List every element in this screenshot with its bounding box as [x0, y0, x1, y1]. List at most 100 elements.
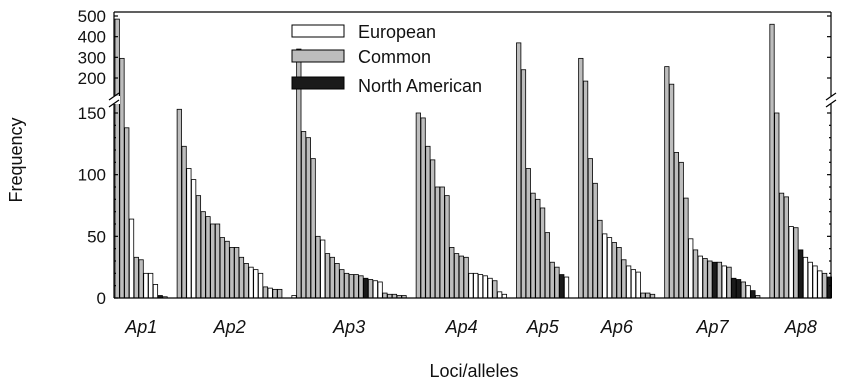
bar-ap2-6 — [200, 211, 206, 299]
bar-ap3-14 — [353, 274, 359, 299]
axes-group — [108, 11, 837, 299]
x-axis-title: Loci/alleles — [429, 361, 518, 381]
bar-ap6-8 — [611, 242, 617, 299]
bar-ap4-10 — [458, 255, 464, 299]
bar-ap6-4 — [592, 182, 598, 299]
axis-break-gap-left — [108, 96, 120, 104]
bar-ap4-14 — [477, 274, 484, 299]
bar-ap7-12 — [716, 261, 723, 299]
bar-ap2-17 — [253, 269, 259, 299]
bar-ap2-12 — [229, 247, 235, 299]
bar-ap6-12 — [630, 269, 637, 299]
locus-label-ap7: Ap7 — [695, 317, 729, 337]
bar-ap3-7 — [320, 239, 326, 299]
bar-ap7-11 — [712, 261, 718, 299]
y-tick-label-500: 500 — [78, 7, 106, 26]
bar-ap5-3 — [525, 168, 531, 299]
locus-label-ap6: Ap6 — [600, 317, 634, 337]
bar-ap4-15 — [482, 275, 488, 299]
bar-ap2-8 — [210, 223, 216, 299]
bar-ap6-2 — [583, 80, 589, 299]
bar-ap2-9 — [214, 223, 221, 299]
bar-ap6-9 — [616, 247, 622, 299]
bar-ap4-4 — [430, 159, 436, 299]
bar-ap7-8 — [697, 255, 703, 299]
bar-ap7-7 — [692, 249, 699, 299]
bar-ap8-4 — [783, 196, 789, 299]
bar-ap2-2 — [181, 145, 187, 299]
bar-ap2-10 — [219, 237, 225, 299]
bar-ap2-19 — [262, 286, 268, 299]
bar-ap5-5 — [535, 198, 541, 299]
bar-ap6-6 — [602, 233, 608, 299]
axis-break-mark-right-lower — [825, 99, 837, 108]
axis-break-mark-left-upper — [108, 92, 120, 101]
bar-ap3-12 — [344, 272, 350, 299]
bar-ap7-2 — [669, 83, 675, 299]
bar-ap5-6 — [540, 207, 546, 299]
bar-ap4-18 — [497, 291, 503, 299]
bar-ap8-11 — [817, 270, 823, 299]
bar-ap4-3 — [425, 145, 431, 299]
locus-label-ap5: Ap5 — [526, 317, 560, 337]
legend-swatch-european — [291, 24, 345, 38]
bar-ap2-4 — [191, 179, 197, 299]
bar-ap5-8 — [549, 261, 555, 299]
bar-ap4-16 — [487, 277, 493, 299]
bar-ap8-7 — [798, 249, 804, 299]
bar-ap6-1 — [578, 57, 584, 299]
bar-ap8-5 — [788, 226, 794, 299]
bar-ap1-1 — [114, 18, 120, 299]
bar-ap6-11 — [626, 265, 632, 299]
bar-ap1-7 — [143, 272, 149, 299]
bar-ap7-18 — [745, 285, 751, 299]
bar-ap8-3 — [778, 192, 785, 299]
bar-ap7-5 — [683, 197, 689, 299]
bar-ap5-4 — [530, 192, 536, 299]
bar-ap4-17 — [492, 280, 498, 299]
y-tick-label-200: 200 — [78, 69, 106, 88]
bar-ap2-20 — [267, 287, 273, 299]
bar-ap8-8 — [802, 256, 809, 299]
y-tick-label-50: 50 — [87, 227, 106, 246]
bar-ap8-1 — [769, 23, 775, 299]
bar-ap4-1 — [415, 112, 421, 299]
bar-ap7-3 — [673, 152, 679, 299]
bar-ap4-5 — [434, 186, 441, 299]
bar-ap3-3 — [301, 131, 307, 299]
bar-ap4-11 — [463, 256, 469, 299]
bar-ap3-8 — [324, 253, 331, 299]
bar-ap5-2 — [520, 69, 527, 299]
bar-ap6-13 — [635, 271, 641, 299]
bar-ap6-3 — [587, 158, 593, 299]
bar-ap4-12 — [468, 272, 474, 299]
bar-ap7-9 — [702, 258, 708, 299]
bar-ap4-9 — [453, 253, 460, 299]
bar-ap3-4 — [305, 137, 311, 299]
y-tick-label-150: 150 — [78, 104, 106, 123]
bar-ap3-18 — [372, 280, 378, 299]
bar-ap7-17 — [740, 281, 746, 299]
legend: European Common North American — [291, 22, 482, 96]
bar-ap3-10 — [334, 263, 340, 299]
bar-ap5-10 — [559, 274, 565, 299]
bar-ap5-11 — [563, 276, 570, 299]
locus-label-ap4: Ap4 — [445, 317, 478, 337]
bar-ap8-9 — [807, 261, 813, 299]
bar-ap7-1 — [664, 66, 670, 299]
bar-ap1-5 — [133, 256, 139, 299]
axis-break-gap-right — [825, 96, 837, 104]
bar-ap2-13 — [234, 247, 240, 299]
locus-label-ap2: Ap2 — [213, 317, 246, 337]
legend-swatch-common — [291, 49, 345, 63]
axis-break-mark-left-lower — [108, 99, 120, 108]
bar-ap2-18 — [258, 272, 264, 299]
bar-ap5-9 — [554, 266, 560, 299]
bar-ap4-7 — [444, 195, 450, 299]
bar-ap1-6 — [138, 259, 144, 299]
y-tick-label-100: 100 — [78, 166, 106, 185]
bar-ap3-16 — [363, 277, 369, 299]
axis-break-mark-right-upper — [825, 92, 837, 101]
